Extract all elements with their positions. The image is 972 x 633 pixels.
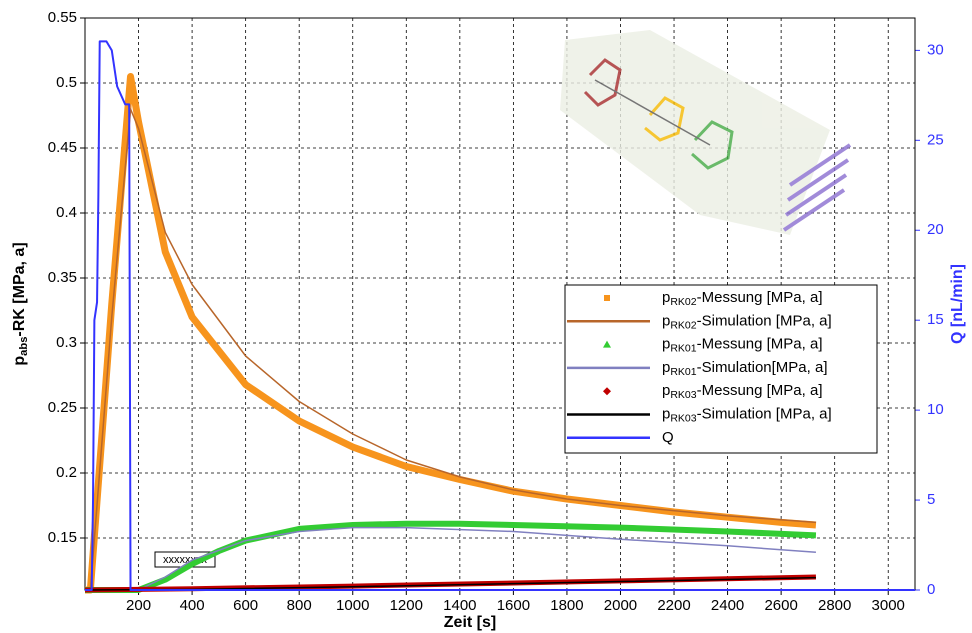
series-line <box>85 40 915 591</box>
x-tick-label: 2000 <box>604 597 637 614</box>
legend-label: pRK03-Messung [MPa, a] <box>662 382 823 401</box>
x-tick-label: 200 <box>126 597 151 614</box>
y2-tick-label: 25 <box>927 131 944 148</box>
inset-illustration <box>560 30 852 235</box>
inset-stripe <box>782 188 846 232</box>
inset-stripe <box>786 158 850 202</box>
x-tick-label: 2800 <box>818 597 851 614</box>
y-tick-label: 0.35 <box>48 269 77 286</box>
y-tick-label: 0.5 <box>56 74 77 91</box>
legend-label: pRK03-Simulation [MPa, a] <box>662 405 832 424</box>
x-tick-label: 2600 <box>764 597 797 614</box>
y-tick-label: 0.4 <box>56 204 77 221</box>
y-tick-label: 0.45 <box>48 139 77 156</box>
x-tick-label: 400 <box>180 597 205 614</box>
series-line <box>84 574 816 593</box>
legend: pRK02-Messung [MPa, a] pRK02-Simulation [… <box>564 284 878 454</box>
x-tick-label: 3000 <box>872 597 905 614</box>
y2-tick-label: 20 <box>927 221 944 238</box>
y2-tick-label: 30 <box>927 41 944 58</box>
x-tick-label: 1000 <box>336 597 369 614</box>
legend-label: Q <box>662 429 674 446</box>
legend-marker <box>603 387 611 396</box>
y-axis-label: pabs-RK [MPa, a] <box>11 242 30 365</box>
legend-label: pRK02-Simulation [MPa, a] <box>662 312 832 331</box>
y2-axis-label: Q [nL/min] <box>949 264 966 344</box>
y2-tick-label: 10 <box>927 401 944 418</box>
x-tick-label: 2200 <box>657 597 690 614</box>
x-tick-label: 1200 <box>390 597 423 614</box>
y2-tick-label: 15 <box>927 311 944 328</box>
inset-ring <box>691 120 734 170</box>
series-line <box>89 108 816 591</box>
inset-stripe <box>784 173 848 217</box>
x-tick-label: 1400 <box>443 597 476 614</box>
y-tick-label: 0.25 <box>48 399 77 416</box>
inset-axis <box>594 79 711 146</box>
inset-stripe <box>788 143 852 187</box>
y2-tick-label: 0 <box>927 581 935 598</box>
x-tick-label: 1600 <box>497 597 530 614</box>
x-tick-label: 600 <box>233 597 258 614</box>
series-line <box>138 526 816 591</box>
inset-ring <box>583 58 622 107</box>
y-tick-label: 0.2 <box>56 464 77 481</box>
legend-label: pRK01-Simulation[MPa, a] <box>662 359 828 378</box>
inset-body <box>560 30 830 235</box>
y-tick-label: 0.3 <box>56 334 77 351</box>
y-tick-label: 0.15 <box>48 529 77 546</box>
x-tick-label: 800 <box>287 597 312 614</box>
legend-label: pRK01-Messung [MPa, a] <box>662 336 823 355</box>
series-line <box>85 520 817 593</box>
x-tick-label: 1800 <box>550 597 583 614</box>
x-axis-label: Zeit [s] <box>444 614 496 631</box>
legend-marker <box>603 340 611 348</box>
legend-label: pRK02-Messung [MPa, a] <box>662 289 823 308</box>
y-tick-label: 0.55 <box>48 9 77 26</box>
y2-tick-label: 5 <box>927 491 935 508</box>
series-line <box>85 73 817 594</box>
legend-marker <box>604 295 610 301</box>
x-tick-label: 2400 <box>711 597 744 614</box>
inset-ring <box>644 96 685 142</box>
